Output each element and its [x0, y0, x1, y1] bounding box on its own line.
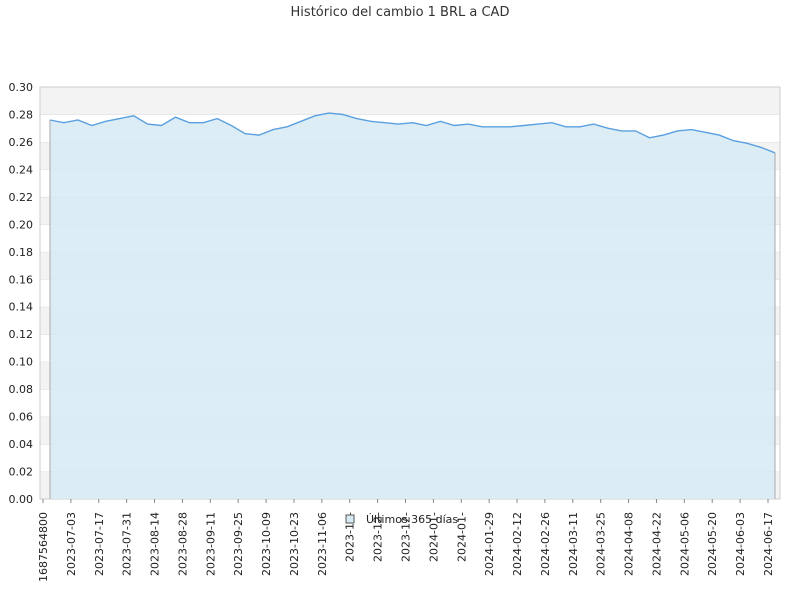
y-tick-label: 0.30	[9, 81, 34, 94]
series-area	[50, 113, 775, 499]
y-tick-label: 0.16	[9, 273, 34, 286]
x-tick-label: 2023-07-03	[65, 512, 78, 576]
x-tick-label: 2024-04-08	[623, 512, 636, 576]
series-line	[49, 112, 776, 154]
y-tick-label: 0.18	[9, 246, 34, 259]
x-tick-label: 2024-05-06	[678, 512, 691, 576]
y-tick-label: 0.08	[9, 383, 34, 396]
y-tick-label: 0.26	[9, 136, 34, 149]
y-tick-label: 0.02	[9, 466, 34, 479]
x-tick-label: 2023-10-23	[288, 512, 301, 576]
x-tick-label: 2023-11-06	[316, 512, 329, 576]
y-tick-label: 0.00	[9, 493, 34, 506]
x-tick-label: 2023-12-	[372, 512, 385, 562]
y-axis: 0.00 0.02 0.04 0.06 0.08 0.10 0.12 0.14 0.16 0.18…	[9, 81, 34, 506]
legend-label: Últimos 365 días	[366, 513, 458, 526]
x-tick-label: 2024-01-29	[483, 512, 496, 576]
x-tick-label: 2024-05-20	[706, 512, 719, 576]
x-tick-label: 2023-08-28	[176, 512, 189, 576]
x-tick-label: 2024-02-12	[511, 512, 524, 576]
legend-swatch	[345, 514, 355, 524]
x-tick-label: 2024-02-26	[539, 512, 552, 576]
x-tick-label: 2023-10-09	[260, 512, 273, 576]
x-tick-label: 2024-01-	[427, 512, 440, 562]
x-tick-label: 2023-12-	[400, 512, 413, 562]
x-tick-label: 1687564800	[37, 512, 50, 582]
y-tick-label: 0.22	[9, 191, 34, 204]
x-tick-label: 2024-06-03	[734, 512, 747, 576]
legend: Últimos 365 días	[345, 513, 458, 526]
y-tick-label: 0.12	[9, 328, 34, 341]
chart-title: Histórico del cambio 1 BRL a CAD	[291, 5, 510, 20]
x-tick-label: 2023-08-14	[149, 512, 162, 576]
x-tick-label: 2023-11-	[344, 512, 357, 562]
y-tick-label: 0.04	[9, 438, 34, 451]
y-tick-label: 0.28	[9, 108, 34, 121]
x-tick-label: 2024-03-25	[595, 512, 608, 576]
x-tick-label: 2023-09-25	[232, 512, 245, 576]
y-tick-label: 0.10	[9, 356, 34, 369]
y-tick-label: 0.20	[9, 218, 34, 231]
x-tick-label: 2024-04-22	[650, 512, 663, 576]
x-tick-label: 2023-09-11	[204, 512, 217, 576]
x-tick-label: 2023-07-31	[121, 512, 134, 576]
x-tick-label: 2024-03-11	[567, 512, 580, 576]
x-tick-label: 2023-07-17	[93, 512, 106, 576]
series-layer	[49, 112, 776, 499]
x-tick-label: 2024-01-	[455, 512, 468, 562]
y-tick-label: 0.24	[9, 163, 34, 176]
x-tick-label: 2024-06-17	[762, 512, 775, 576]
x-axis: 1687564800 2023-07-03 2023-07-17 2023-07-31…	[37, 499, 775, 582]
y-tick-label: 0.14	[9, 301, 34, 314]
y-tick-label: 0.06	[9, 411, 34, 424]
grid-band	[40, 87, 780, 115]
